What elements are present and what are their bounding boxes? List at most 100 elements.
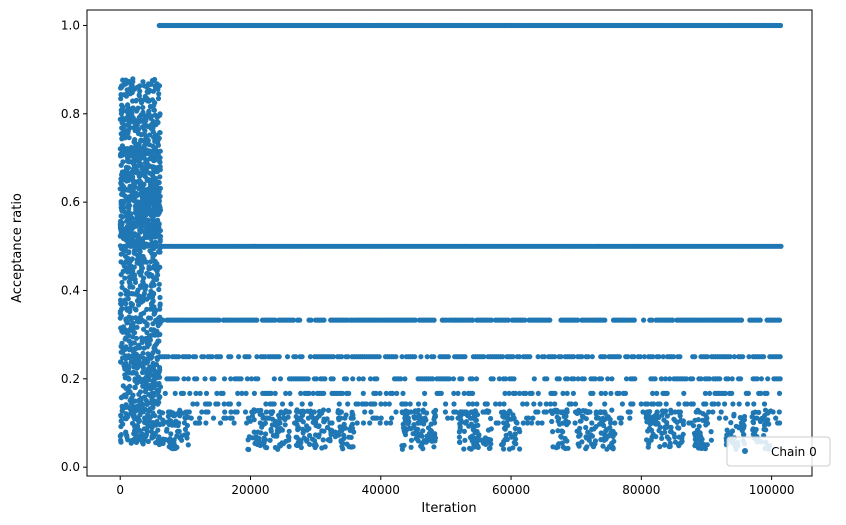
data-point bbox=[350, 444, 356, 450]
data-point bbox=[716, 415, 723, 421]
data-point bbox=[724, 432, 730, 438]
data-point bbox=[123, 77, 129, 83]
data-point bbox=[134, 206, 140, 212]
data-point bbox=[137, 345, 143, 351]
data-point bbox=[602, 401, 608, 407]
data-point bbox=[123, 360, 129, 366]
data-point bbox=[336, 432, 342, 438]
data-point bbox=[140, 383, 146, 389]
data-point bbox=[186, 354, 192, 360]
data-point bbox=[197, 415, 203, 421]
data-point bbox=[147, 248, 153, 254]
data-point bbox=[142, 97, 148, 103]
data-point bbox=[267, 437, 273, 443]
data-point bbox=[125, 157, 131, 163]
data-point bbox=[151, 192, 157, 199]
data-point bbox=[777, 317, 783, 323]
data-point bbox=[147, 385, 153, 391]
data-point bbox=[125, 255, 131, 261]
data-point bbox=[764, 390, 770, 396]
data-point bbox=[239, 390, 245, 396]
x-tick-label: 60000 bbox=[492, 483, 530, 497]
data-point bbox=[210, 415, 217, 421]
data-point bbox=[346, 390, 352, 396]
data-point bbox=[155, 119, 161, 126]
data-point bbox=[600, 443, 606, 449]
data-point bbox=[503, 432, 509, 438]
data-point bbox=[408, 437, 415, 443]
data-point bbox=[126, 135, 132, 141]
data-point bbox=[124, 166, 130, 172]
data-point bbox=[653, 434, 659, 440]
data-point bbox=[373, 390, 379, 396]
y-axis-label: Acceptance ratio bbox=[10, 193, 25, 303]
data-point bbox=[730, 401, 736, 407]
data-point bbox=[133, 351, 140, 357]
data-point bbox=[118, 325, 124, 331]
data-point bbox=[522, 317, 528, 323]
data-point bbox=[488, 426, 494, 432]
data-point bbox=[402, 376, 408, 382]
data-point bbox=[657, 444, 663, 450]
data-point bbox=[694, 433, 701, 439]
data-point bbox=[703, 412, 709, 419]
data-point bbox=[473, 435, 479, 441]
data-point bbox=[575, 376, 581, 382]
data-point bbox=[662, 376, 669, 382]
data-point bbox=[360, 420, 367, 426]
data-point bbox=[497, 401, 503, 407]
data-point bbox=[704, 420, 711, 426]
data-point bbox=[199, 409, 205, 415]
data-point bbox=[616, 390, 622, 396]
data-point bbox=[736, 401, 742, 407]
data-point bbox=[740, 354, 746, 360]
data-point bbox=[215, 401, 221, 407]
data-point bbox=[263, 401, 269, 407]
data-point bbox=[177, 435, 183, 441]
data-point bbox=[609, 407, 615, 413]
data-point bbox=[157, 414, 163, 420]
data-point bbox=[151, 107, 157, 113]
data-point bbox=[446, 376, 452, 382]
data-point bbox=[378, 415, 384, 421]
data-point bbox=[410, 431, 416, 437]
data-point bbox=[408, 444, 414, 450]
data-point bbox=[150, 215, 156, 221]
data-point bbox=[134, 257, 140, 263]
data-point bbox=[511, 376, 517, 382]
data-point bbox=[118, 180, 124, 186]
data-point bbox=[151, 282, 157, 288]
data-point bbox=[142, 389, 148, 395]
data-point bbox=[728, 420, 734, 426]
data-point bbox=[117, 186, 123, 192]
data-point bbox=[259, 412, 265, 418]
data-point bbox=[123, 404, 129, 410]
data-point bbox=[152, 430, 158, 437]
data-point bbox=[257, 442, 263, 449]
data-point bbox=[150, 166, 156, 172]
data-point bbox=[135, 130, 141, 137]
data-point bbox=[286, 428, 292, 434]
data-point bbox=[151, 311, 157, 317]
data-point bbox=[570, 390, 577, 396]
data-point bbox=[119, 214, 126, 220]
data-point bbox=[221, 401, 227, 407]
data-point bbox=[413, 415, 419, 421]
data-point bbox=[718, 409, 724, 415]
data-point bbox=[664, 413, 671, 419]
data-point bbox=[284, 354, 291, 360]
data-point bbox=[424, 354, 430, 360]
data-point bbox=[127, 125, 133, 131]
data-point bbox=[606, 443, 613, 450]
data-point bbox=[677, 354, 683, 360]
data-point bbox=[157, 374, 163, 380]
data-point bbox=[251, 417, 257, 423]
data-point bbox=[255, 376, 261, 382]
data-point bbox=[126, 261, 132, 267]
data-point bbox=[122, 347, 128, 353]
data-point bbox=[668, 424, 674, 430]
y-tick-label: 0.4 bbox=[61, 283, 80, 297]
data-point bbox=[461, 390, 467, 396]
data-point bbox=[657, 401, 663, 407]
data-point bbox=[754, 415, 760, 421]
